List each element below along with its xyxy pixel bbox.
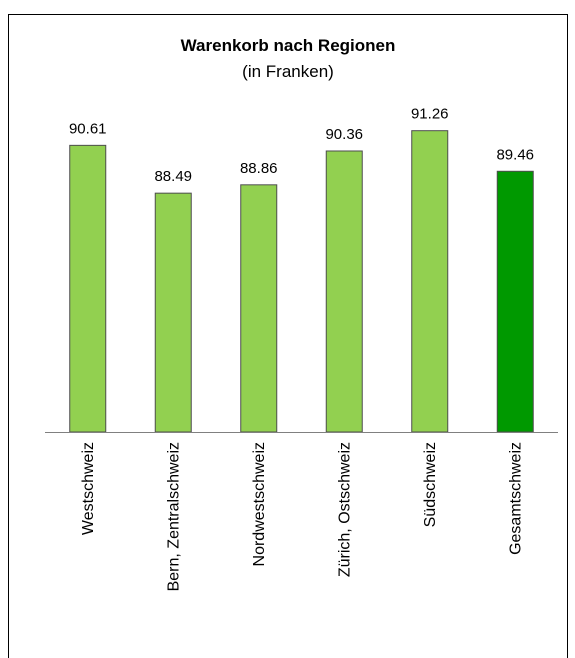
data-label: 91.26 (411, 106, 449, 123)
chart-title: Warenkorb nach Regionen (181, 36, 396, 55)
x-tick-label: Südschweiz (422, 442, 439, 527)
x-tick-label: Gesamtschweiz (507, 442, 524, 555)
data-label: 88.49 (154, 168, 192, 185)
bar (411, 130, 449, 433)
x-tick-label: Zürich, Ostschweiz (336, 442, 353, 577)
bar (240, 184, 278, 433)
data-label: 88.86 (240, 160, 278, 177)
chart-subtitle: (in Franken) (242, 62, 334, 81)
bar (154, 192, 192, 433)
data-label: 90.36 (325, 126, 363, 143)
x-tick-label: Nordwestschweiz (251, 442, 268, 566)
data-label: 89.46 (496, 146, 534, 163)
data-label: 90.61 (69, 120, 107, 137)
x-tick-label: Westschweiz (80, 442, 97, 535)
bar (496, 170, 534, 433)
bar (69, 144, 107, 433)
x-tick-label: Bern, Zentralschweiz (165, 442, 182, 591)
bar (325, 150, 363, 433)
